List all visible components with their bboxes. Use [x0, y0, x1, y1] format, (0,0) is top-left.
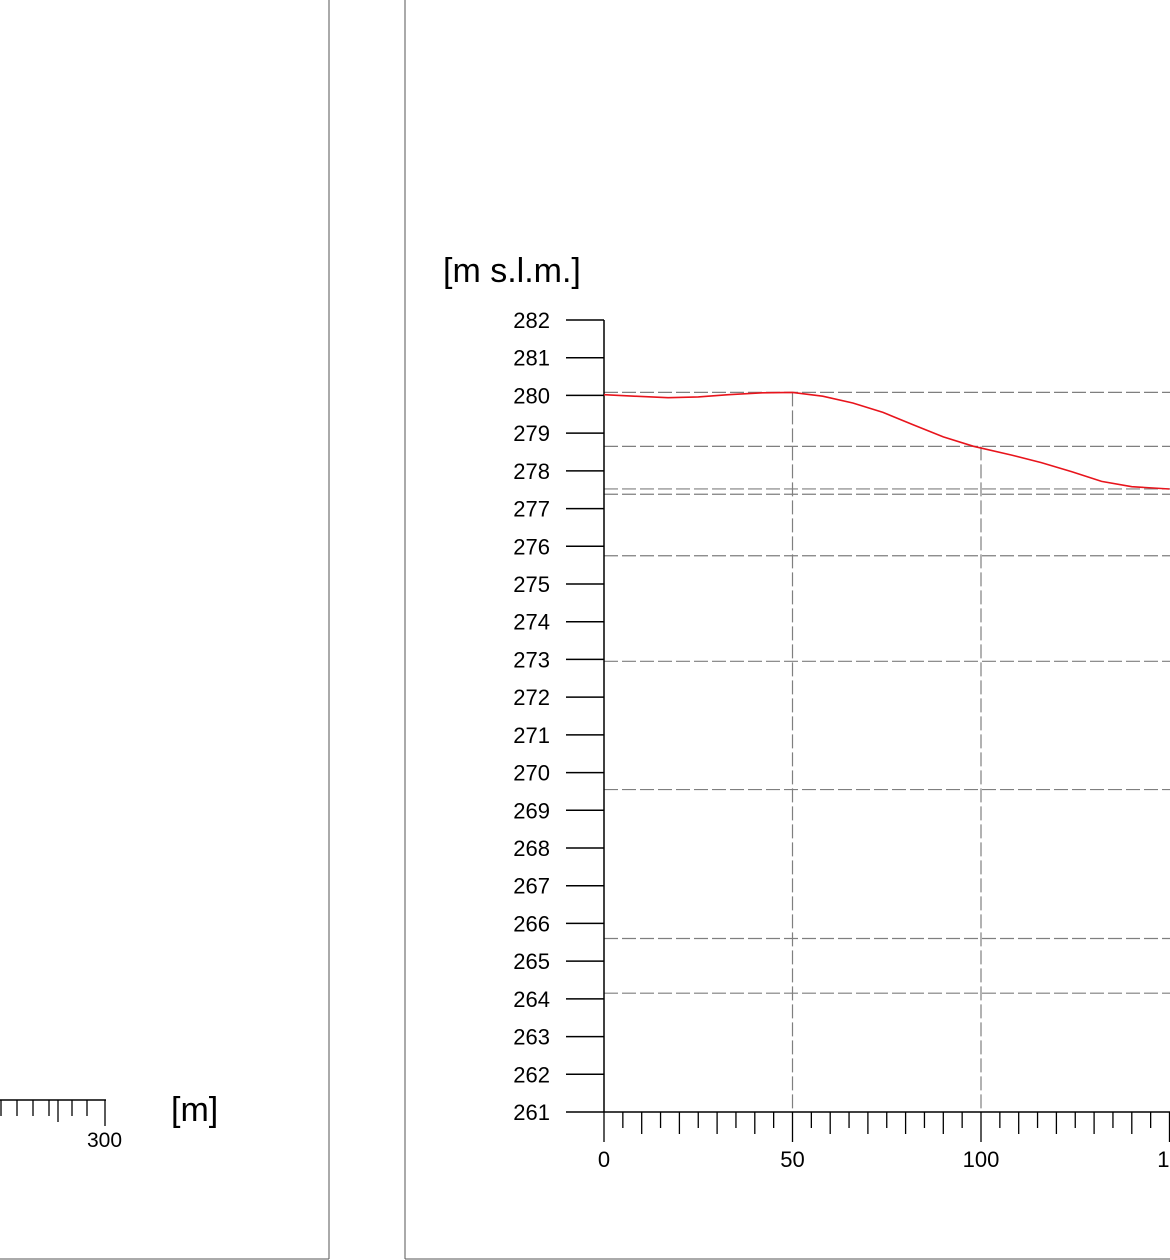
left-x-axis-ruler — [0, 1099, 106, 1126]
y-tick-label-266: 266 — [513, 911, 550, 936]
left-x-axis-end-label: 300 — [87, 1129, 122, 1152]
y-tick-label-268: 268 — [513, 836, 550, 861]
y-tick-label-282: 282 — [513, 308, 550, 333]
x-axis: 0 50 100 15 — [598, 1111, 1170, 1172]
y-tick-label-273: 273 — [513, 647, 550, 672]
y-tick-label-274: 274 — [513, 610, 550, 635]
y-tick-label-276: 276 — [513, 534, 550, 559]
x-tick-label-150: 15 — [1157, 1147, 1170, 1172]
left-x-unit-label: [m] — [171, 1091, 218, 1129]
elevation-profile-chart: 282 281 280 279 278 277 276 275 274 273 272 271 270 2… — [443, 252, 1170, 1172]
x-tick-label-100: 100 — [963, 1147, 1000, 1172]
right-panel — [404, 0, 1170, 1260]
y-axis-label: [m s.l.m.] — [443, 252, 581, 290]
y-tick-label-270: 270 — [513, 761, 550, 786]
x-tick-label-50: 50 — [780, 1147, 804, 1172]
y-tick-label-261: 261 — [513, 1100, 550, 1125]
y-tick-label-279: 279 — [513, 421, 550, 446]
x-tick-label-0: 0 — [598, 1147, 610, 1172]
reference-lines — [604, 391, 1170, 1112]
y-tick-label-264: 264 — [513, 987, 550, 1012]
left-panel: 300 [m] — [0, 0, 330, 1260]
y-axis: 282 281 280 279 278 277 276 275 274 273 272 271 270 2… — [513, 308, 605, 1125]
y-tick-label-269: 269 — [513, 798, 550, 823]
series-layer — [603, 391, 1170, 490]
y-tick-label-275: 275 — [513, 572, 550, 597]
y-tick-label-267: 267 — [513, 874, 550, 899]
y-tick-label-262: 262 — [513, 1062, 550, 1087]
y-tick-label-263: 263 — [513, 1025, 550, 1050]
y-tick-label-281: 281 — [513, 346, 550, 371]
y-tick-label-271: 271 — [513, 723, 550, 748]
series-line-0 — [603, 391, 1170, 490]
y-tick-label-272: 272 — [513, 685, 550, 710]
y-tick-label-280: 280 — [513, 383, 550, 408]
y-tick-label-277: 277 — [513, 497, 550, 522]
y-tick-label-278: 278 — [513, 459, 550, 484]
y-tick-label-265: 265 — [513, 949, 550, 974]
